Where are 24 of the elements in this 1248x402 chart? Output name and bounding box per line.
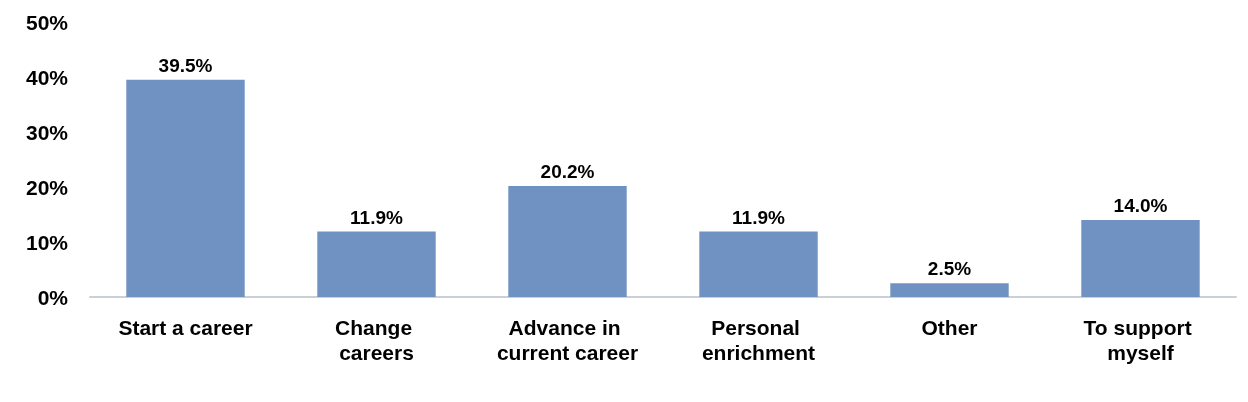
y-tick-label: 10% xyxy=(25,230,69,254)
x-tick-label: Advance in current career xyxy=(496,316,639,364)
data-label: 14.0% xyxy=(1113,195,1168,216)
data-label: 2.5% xyxy=(927,258,972,280)
data-label: 11.9% xyxy=(732,206,786,228)
bar xyxy=(317,231,436,297)
y-tick-label: 20% xyxy=(25,175,69,199)
y-tick-label: 50% xyxy=(25,10,69,34)
x-tick-label: To support myself xyxy=(1083,316,1198,364)
bar xyxy=(890,283,1009,297)
x-tick-label: Start a career xyxy=(118,316,253,339)
data-label: 39.5% xyxy=(158,54,213,76)
x-tick-label: Change careers xyxy=(335,316,418,364)
bar xyxy=(508,185,627,297)
x-tick-label: Personal enrichment xyxy=(701,316,816,364)
bar xyxy=(699,231,818,297)
y-tick-label: 30% xyxy=(25,120,69,144)
data-label: 20.2% xyxy=(540,160,595,182)
data-label: 11.9% xyxy=(350,206,404,228)
x-tick-label: Other xyxy=(921,316,978,339)
bar xyxy=(126,79,245,297)
y-tick-label: 0% xyxy=(37,285,69,309)
y-tick-label: 40% xyxy=(25,65,69,89)
bar xyxy=(1081,220,1200,297)
